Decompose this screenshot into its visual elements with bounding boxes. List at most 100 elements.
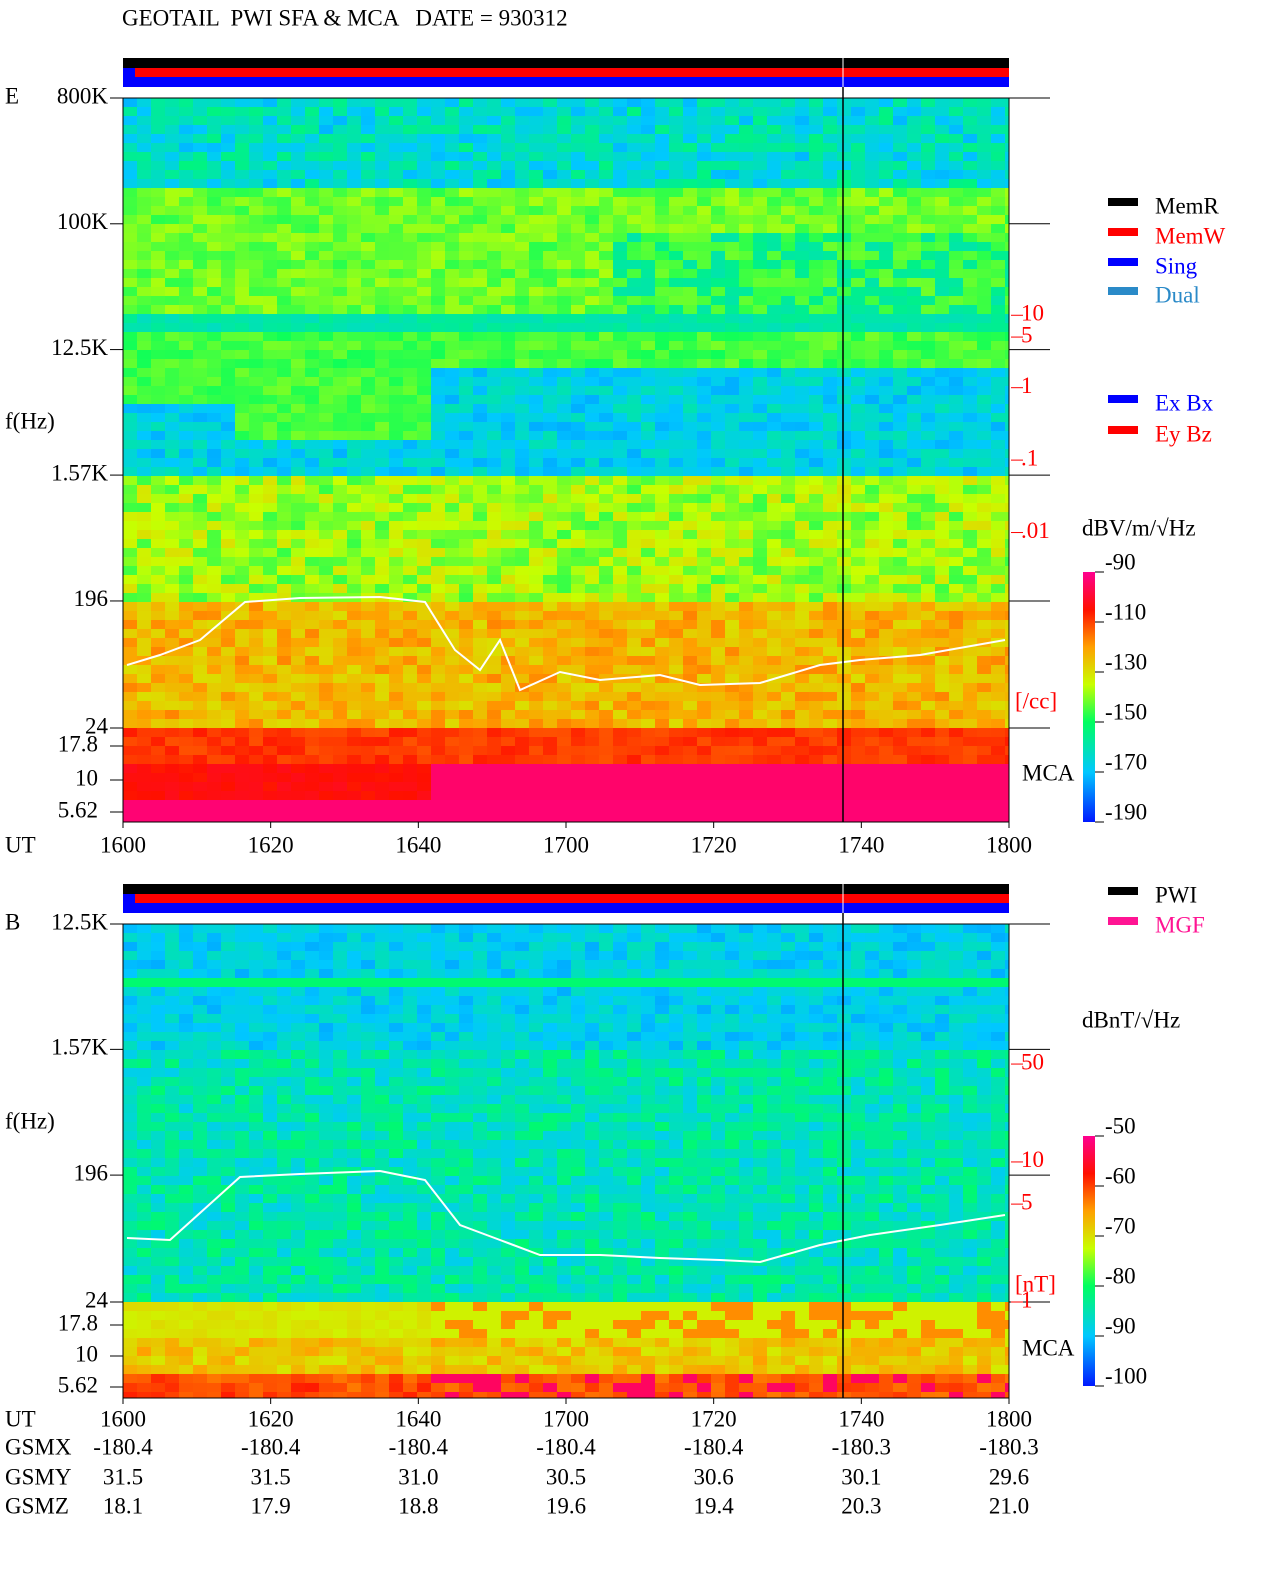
spectrogram-cell xyxy=(515,746,529,755)
spectrogram-cell xyxy=(123,674,137,683)
spectrogram-cell xyxy=(879,719,893,728)
spectrogram-cell xyxy=(151,773,165,782)
spectrogram-cell xyxy=(753,692,767,701)
spectrogram-cell xyxy=(389,152,403,161)
spectrogram-cell xyxy=(515,737,529,746)
spectrogram-cell xyxy=(823,593,837,602)
spectrogram-cell xyxy=(375,440,389,449)
spectrogram-cell xyxy=(725,116,739,125)
spectrogram-cell xyxy=(277,341,291,350)
spectrogram-cell xyxy=(991,782,1005,791)
spectrogram-cell xyxy=(319,602,333,611)
spectrogram-cell xyxy=(935,674,949,683)
spectrogram-cell xyxy=(837,233,851,242)
spectrogram-cell xyxy=(683,206,697,215)
spectrogram-cell xyxy=(725,179,739,188)
spectrogram-cell xyxy=(879,521,893,530)
spectrogram-cell xyxy=(501,701,515,710)
spectrogram-cell xyxy=(935,269,949,278)
spectrogram-cell xyxy=(501,692,515,701)
spectrogram-cell xyxy=(151,233,165,242)
spectrogram-cell xyxy=(1005,602,1009,611)
spectrogram-cell xyxy=(137,296,151,305)
spectrogram-cell xyxy=(501,98,515,107)
spectrogram-cell xyxy=(1005,305,1009,314)
spectrogram-cell xyxy=(641,143,655,152)
spectrogram-cell xyxy=(851,692,865,701)
spectrogram-cell xyxy=(571,350,585,359)
spectrogram-cell xyxy=(641,179,655,188)
spectrogram-cell xyxy=(333,665,347,674)
spectrogram-cell xyxy=(865,107,879,116)
spectrogram-cell xyxy=(963,620,977,629)
spectrogram-cell xyxy=(459,278,473,287)
spectrogram-cell xyxy=(571,575,585,584)
spectrogram-cell xyxy=(725,791,739,800)
spectrogram-cell xyxy=(683,368,697,377)
spectrogram-cell xyxy=(879,773,893,782)
spectrogram-cell xyxy=(711,368,725,377)
spectrogram-cell xyxy=(291,224,305,233)
spectrogram-cell xyxy=(781,251,795,260)
spectrogram-cell xyxy=(347,476,361,485)
spectrogram-cell xyxy=(347,287,361,296)
spectrogram-cell xyxy=(389,449,403,458)
spectrogram-cell xyxy=(137,728,151,737)
spectrogram-cell xyxy=(445,719,459,728)
spectrogram-cell xyxy=(669,584,683,593)
spectrogram-cell xyxy=(893,467,907,476)
spectrogram-cell xyxy=(851,413,865,422)
spectrogram-cell xyxy=(977,539,991,548)
spectrogram-cell xyxy=(613,539,627,548)
spectrogram-cell xyxy=(417,764,431,773)
spectrogram-cell xyxy=(921,476,935,485)
spectrogram-cell xyxy=(781,179,795,188)
spectrogram-cell xyxy=(879,593,893,602)
spectrogram-cell xyxy=(893,359,907,368)
spectrogram-cell xyxy=(459,395,473,404)
spectrogram-cell xyxy=(347,134,361,143)
spectrogram-cell xyxy=(697,656,711,665)
spectrogram-cell xyxy=(403,467,417,476)
spectrogram-cell xyxy=(823,629,837,638)
spectrogram-cell xyxy=(487,530,501,539)
spectrogram-cell xyxy=(291,449,305,458)
spectrogram-cell xyxy=(991,197,1005,206)
spectrogram-cell xyxy=(431,539,445,548)
spectrogram-cell xyxy=(417,737,431,746)
spectrogram-cell xyxy=(487,449,501,458)
spectrogram-cell xyxy=(263,773,277,782)
spectrogram-cell xyxy=(585,431,599,440)
spectrogram-cell xyxy=(557,719,571,728)
spectrogram-cell xyxy=(697,413,711,422)
spectrogram-cell xyxy=(907,737,921,746)
spectrogram-cell xyxy=(137,251,151,260)
spectrogram-cell xyxy=(641,197,655,206)
spectrogram-cell xyxy=(795,593,809,602)
spectrogram-cell xyxy=(683,548,697,557)
spectrogram-cell xyxy=(431,386,445,395)
spectrogram-cell xyxy=(207,287,221,296)
spectrogram-cell xyxy=(277,179,291,188)
spectrogram-cell xyxy=(865,467,879,476)
spectrogram-cell xyxy=(165,791,179,800)
spectrogram-cell xyxy=(459,242,473,251)
spectrogram-cell xyxy=(165,170,179,179)
spectrogram-cell xyxy=(193,359,207,368)
spectrogram-cell xyxy=(753,143,767,152)
spectrogram-cell xyxy=(865,197,879,206)
spectrogram-cell xyxy=(613,314,627,323)
spectrogram-cell xyxy=(179,674,193,683)
spectrogram-cell xyxy=(263,404,277,413)
spectrogram-cell xyxy=(529,584,543,593)
spectrogram-cell xyxy=(193,746,207,755)
spectrogram-cell xyxy=(249,593,263,602)
spectrogram-cell xyxy=(277,197,291,206)
spectrogram-cell xyxy=(1005,755,1009,764)
spectrogram-cell xyxy=(277,269,291,278)
spectrogram-cell xyxy=(655,368,669,377)
spectrogram-cell xyxy=(543,449,557,458)
spectrogram-cell xyxy=(221,431,235,440)
spectrogram-cell xyxy=(263,152,277,161)
spectrogram-cell xyxy=(333,215,347,224)
